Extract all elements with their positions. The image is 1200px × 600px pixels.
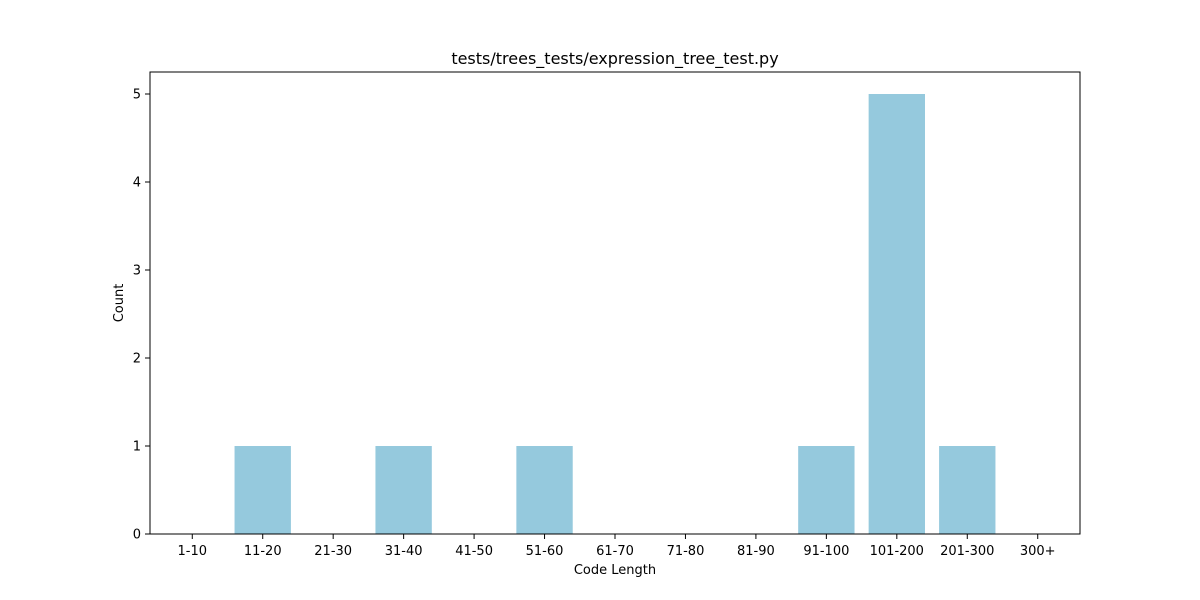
plot-frame bbox=[149, 71, 1081, 535]
x-tick-label: 101-200 bbox=[870, 544, 924, 559]
ticks-layer: 1-10 11-20 21-30 31-40 41-50 51-60 61-70 71-80 8… bbox=[133, 88, 1056, 560]
bar-51-60 bbox=[516, 446, 573, 534]
x-tick-label: 21-30 bbox=[314, 544, 352, 559]
x-tick-label: 91-100 bbox=[803, 544, 849, 559]
y-tick-label: 5 bbox=[133, 88, 141, 103]
bars-layer bbox=[234, 94, 996, 534]
y-axis-label: Count bbox=[112, 284, 127, 323]
y-tick-label: 4 bbox=[133, 176, 141, 191]
x-tick-label: 1-10 bbox=[178, 544, 208, 559]
x-tick-label: 201-300 bbox=[940, 544, 994, 559]
bar-91-100 bbox=[798, 446, 855, 534]
bar-201-300 bbox=[939, 446, 996, 534]
x-tick-label: 51-60 bbox=[526, 544, 564, 559]
y-tick-label: 3 bbox=[133, 264, 141, 279]
x-tick-label: 31-40 bbox=[385, 544, 423, 559]
x-axis-label: Code Length bbox=[574, 563, 656, 578]
x-tick-label: 61-70 bbox=[596, 544, 634, 559]
x-tick-label: 300+ bbox=[1020, 544, 1056, 559]
y-tick-label: 0 bbox=[133, 528, 141, 543]
x-tick-label: 41-50 bbox=[455, 544, 493, 559]
y-tick-label: 2 bbox=[133, 352, 141, 367]
x-tick-label: 71-80 bbox=[667, 544, 705, 559]
bar-11-20 bbox=[234, 446, 291, 534]
bar-101-200 bbox=[868, 94, 925, 534]
y-tick-label: 1 bbox=[133, 440, 141, 455]
chart-title: tests/trees_tests/expression_tree_test.p… bbox=[451, 49, 778, 69]
x-tick-label: 81-90 bbox=[737, 544, 775, 559]
x-tick-label: 11-20 bbox=[244, 544, 282, 559]
bar-31-40 bbox=[375, 446, 432, 534]
